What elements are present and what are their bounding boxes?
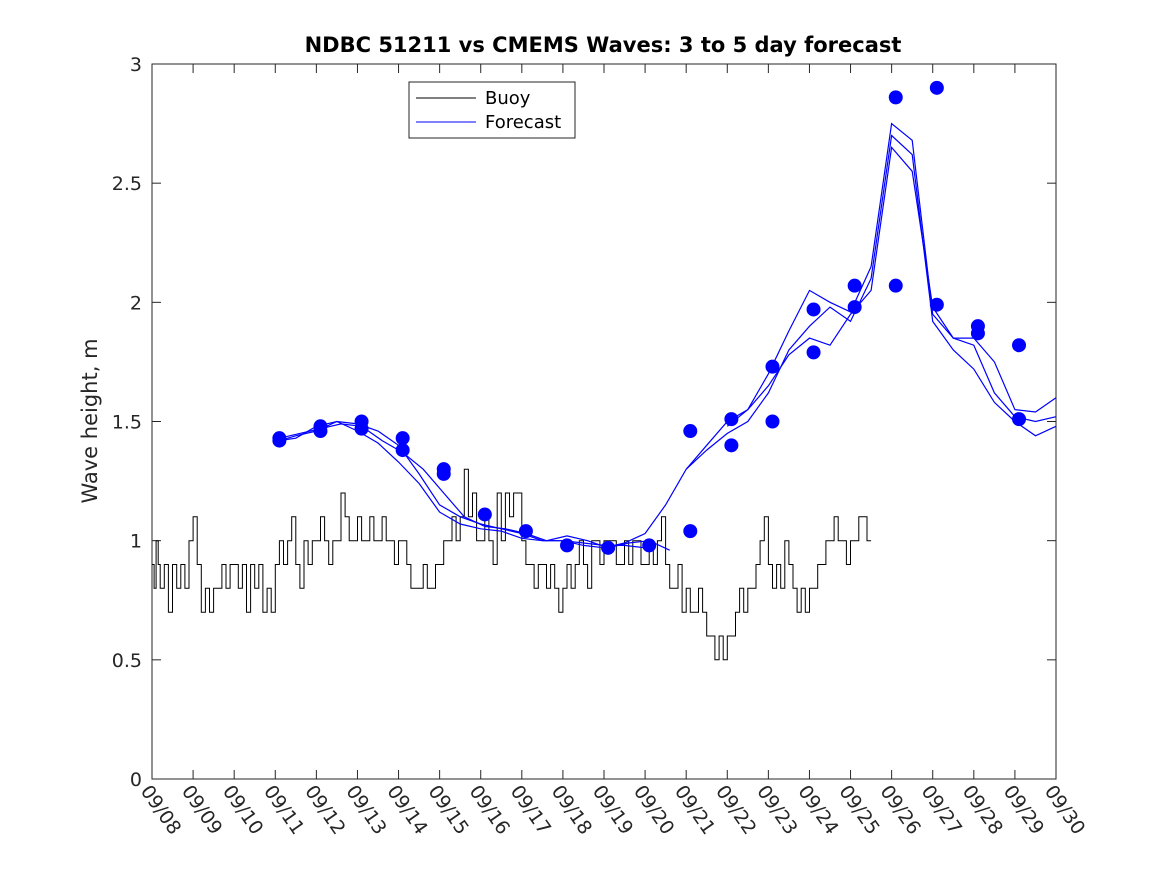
forecast-marker	[724, 438, 739, 453]
y-tick-label: 2	[130, 292, 142, 314]
forecast-marker	[929, 297, 944, 312]
buoy-line	[152, 468, 872, 661]
forecast-marker	[888, 90, 903, 105]
forecast-marker	[395, 431, 410, 446]
forecast-marker	[929, 80, 944, 95]
legend-buoy-label: Buoy	[485, 88, 531, 109]
legend-box	[408, 81, 576, 139]
legend: Buoy Forecast	[408, 81, 576, 139]
forecast-marker	[313, 419, 328, 434]
forecast-marker	[560, 538, 575, 553]
forecast-marker	[847, 300, 862, 315]
forecast-marker	[806, 302, 821, 317]
forecast-marker	[354, 414, 369, 429]
y-tick-label: 2.5	[112, 173, 142, 195]
forecast-marker	[272, 431, 287, 446]
forecast-marker	[683, 524, 698, 539]
forecast-marker	[518, 524, 533, 539]
y-tick-label: 3	[130, 54, 142, 76]
y-tick-label: 0.5	[112, 650, 142, 672]
forecast-marker	[724, 412, 739, 427]
forecast-marker	[1012, 412, 1027, 427]
forecast-marker	[847, 278, 862, 293]
forecast-marker	[395, 443, 410, 458]
forecast-marker	[1012, 338, 1027, 353]
y-tick-label: 1	[130, 531, 142, 553]
y-tick-label: 1.5	[112, 412, 142, 434]
forecast-marker	[601, 540, 616, 555]
forecast-marker	[806, 345, 821, 360]
forecast-marker	[888, 278, 903, 293]
forecast-line	[726, 122, 1057, 427]
forecast-marker	[436, 466, 451, 481]
forecast-line	[685, 134, 1057, 470]
y-axis-label: Wave height, m	[78, 338, 102, 503]
forecast-marker	[642, 538, 657, 553]
y-tick-label: 0	[130, 769, 142, 791]
forecast-marker	[970, 326, 985, 341]
forecast-marker	[477, 507, 492, 522]
forecast-marker	[765, 359, 780, 374]
chart-title: NDBC 51211 vs CMEMS Waves: 3 to 5 day fo…	[305, 33, 902, 57]
legend-forecast-label: Forecast	[485, 112, 561, 133]
forecast-marker	[765, 414, 780, 429]
forecast-marker	[683, 424, 698, 439]
